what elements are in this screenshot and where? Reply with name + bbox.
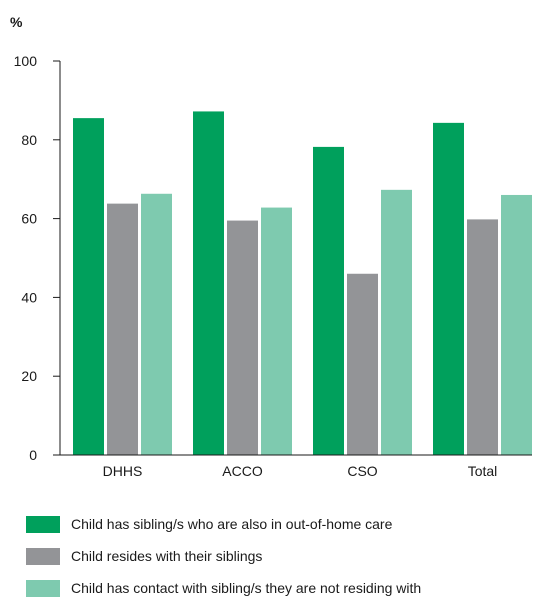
legend-swatch [26,579,60,597]
legend: Child has sibling/s who are also in out-… [26,508,421,604]
x-tick-label: ACCO [222,463,263,479]
bar-total-series-1 [433,122,464,455]
legend-item-contact-with-siblings: Child has contact with sibling/s they ar… [26,572,421,604]
y-tick-label: 0 [29,447,37,463]
y-axis-ticks: 0 20 40 60 80 100 [14,53,60,463]
bar-cso-series-1 [313,146,344,455]
legend-label: Child resides with their siblings [71,548,263,564]
bar-cso-series-3 [381,189,412,455]
bar-acco-series-1 [193,111,224,455]
legend-swatch [26,547,60,565]
bar-cso-series-2 [347,273,378,455]
x-tick-label: CSO [347,463,377,479]
legend-item-resides-with-siblings: Child resides with their siblings [26,540,421,572]
y-tick-label: 80 [21,132,37,148]
bar-total-series-2 [467,219,498,455]
x-axis-labels: DHHS ACCO CSO Total [103,463,498,479]
bar-dhhs-series-2 [107,203,138,455]
bar-acco-series-3 [261,207,292,455]
y-tick-label: 60 [21,211,37,227]
y-tick-label: 40 [21,289,37,305]
bar-total-series-3 [501,194,532,455]
bar-chart: % 0 20 40 60 80 100 DHHS ACCO CSO Total [10,14,532,479]
y-tick-label: 100 [14,53,38,69]
bar-acco-series-2 [227,220,258,455]
bars [73,111,532,455]
y-tick-label: 20 [21,368,37,384]
legend-label: Child has contact with sibling/s they ar… [71,580,422,596]
legend-swatch [26,515,60,533]
legend-label: Child has sibling/s who are also in out-… [71,516,393,532]
y-axis-unit: % [10,14,23,30]
x-tick-label: Total [468,463,498,479]
x-tick-label: DHHS [103,463,143,479]
legend-item-siblings-in-care: Child has sibling/s who are also in out-… [26,508,421,540]
bar-dhhs-series-1 [73,118,104,455]
bar-dhhs-series-3 [141,193,172,455]
